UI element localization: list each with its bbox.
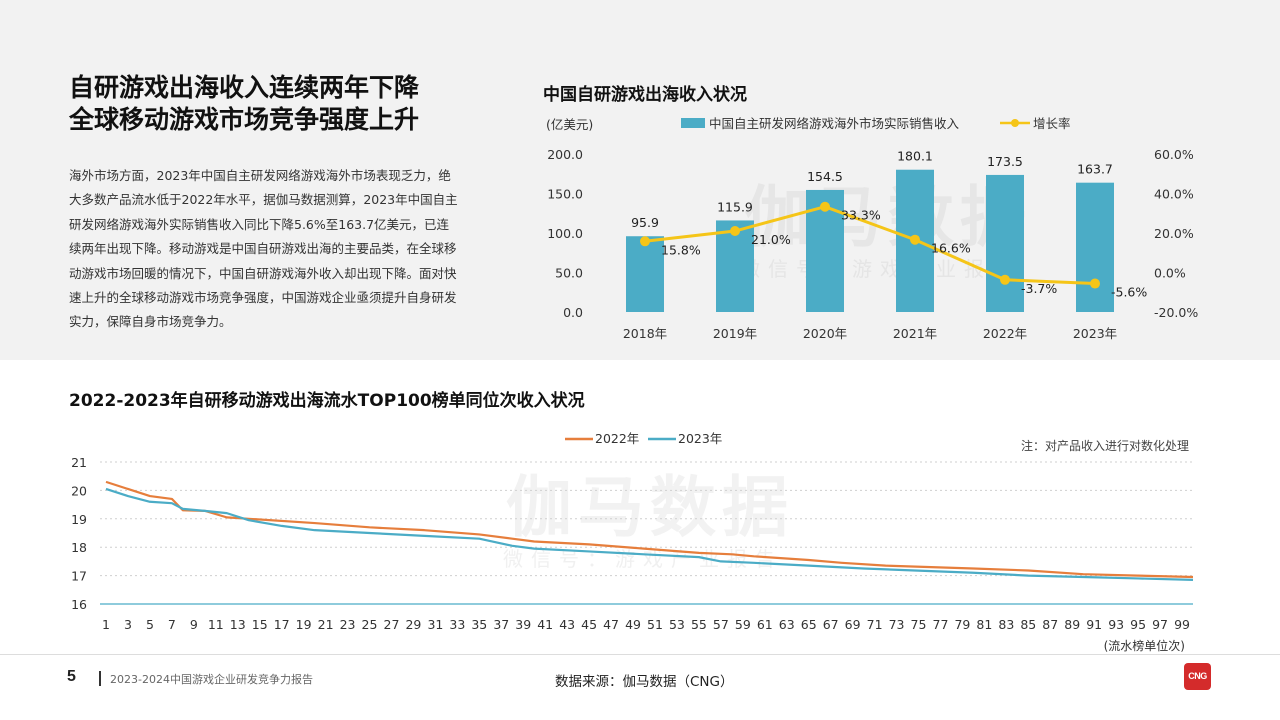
headline-line-1: 自研游戏出海收入连续两年下降 — [69, 73, 420, 102]
x-axis-tick-label: 7 — [168, 617, 176, 632]
x-axis-tick-label: 71 — [867, 617, 883, 632]
y-axis-tick-label: 17 — [71, 569, 87, 584]
x-axis-tick-label: 39 — [515, 617, 531, 632]
x-axis-tick-label: 57 — [713, 617, 729, 632]
y-axis-tick-label: 19 — [71, 512, 87, 527]
x-axis-tick-label: 21 — [318, 617, 334, 632]
revenue-chart-unit: (亿美元) — [546, 117, 594, 132]
x-axis-tick-label: 65 — [801, 617, 817, 632]
y-axis-tick-label: 20 — [71, 483, 87, 498]
x-axis-tick-label: 95 — [1130, 617, 1146, 632]
x-axis-tick-label: 99 — [1174, 617, 1190, 632]
x-axis-tick-label: 43 — [559, 617, 575, 632]
legend-2023-label: 2023年 — [678, 431, 722, 446]
x-axis-tick-label: 51 — [647, 617, 663, 632]
x-axis-tick-label: 1 — [102, 617, 110, 632]
ranking-chart-title: 2022-2023年自研移动游戏出海流水TOP100榜单同位次收入状况 — [69, 391, 585, 411]
watermark-subtext: 微信号：游戏产业报告 — [503, 547, 783, 571]
x-axis-tick-label: 81 — [976, 617, 992, 632]
cng-logo-icon: CNG — [1184, 663, 1211, 690]
data-source: 数据来源：伽马数据（CNG） — [555, 674, 734, 690]
x-axis-tick-label: 79 — [954, 617, 970, 632]
x-axis-tick-label: 69 — [845, 617, 861, 632]
report-title: 2023-2024中国游戏企业研发竞争力报告 — [110, 673, 313, 686]
watermark-text: 伽马数据 — [506, 469, 794, 546]
x-axis-tick-label: 41 — [537, 617, 553, 632]
series-2023-line — [105, 487, 1194, 581]
x-axis-tick-label: 29 — [405, 617, 421, 632]
x-axis-tick-label: 13 — [230, 617, 246, 632]
x-axis-tick-label: 15 — [252, 617, 268, 632]
x-axis-tick-label: 67 — [823, 617, 839, 632]
headline-line-2: 全球移动游戏市场竞争强度上升 — [69, 105, 420, 134]
x-axis-tick-label: 83 — [998, 617, 1014, 632]
x-axis-tick-label: 61 — [757, 617, 773, 632]
x-axis-tick-label: 63 — [779, 617, 795, 632]
x-axis-tick-label: 19 — [296, 617, 312, 632]
series-2022-line — [105, 480, 1194, 579]
y-axis-tick-label: 16 — [71, 597, 87, 612]
x-axis-tick-label: 75 — [911, 617, 927, 632]
headline: 自研游戏出海收入连续两年下降 全球移动游戏市场竞争强度上升 — [69, 72, 489, 136]
footer-separator — [99, 671, 101, 686]
x-axis-tick-label: 3 — [124, 617, 132, 632]
x-axis-tick-label: 77 — [933, 617, 949, 632]
body-paragraph: 海外市场方面，2023年中国自主研发网络游戏海外市场表现乏力，绝大多数产品流水低… — [69, 168, 458, 330]
x-axis-tick-label: 85 — [1020, 617, 1036, 632]
y-axis-tick-label: 21 — [71, 455, 87, 470]
x-axis-tick-label: 17 — [274, 617, 290, 632]
x-axis-tick-label: 89 — [1064, 617, 1080, 632]
x-axis-label: (流水榜单位次) — [1104, 638, 1185, 653]
x-axis-tick-label: 45 — [581, 617, 597, 632]
x-axis-tick-label: 55 — [691, 617, 707, 632]
x-axis-tick-label: 35 — [471, 617, 487, 632]
footer-divider-line — [0, 654, 1280, 655]
x-axis-tick-label: 23 — [340, 617, 356, 632]
revenue-chart-title: 中国自研游戏出海收入状况 — [543, 85, 747, 105]
x-axis-tick-label: 11 — [208, 617, 224, 632]
x-axis-tick-label: 87 — [1042, 617, 1058, 632]
x-axis-tick-label: 53 — [669, 617, 685, 632]
x-axis-tick-label: 5 — [146, 617, 154, 632]
legend-2022-label: 2022年 — [595, 431, 639, 446]
x-axis-tick-label: 91 — [1086, 617, 1102, 632]
x-axis-tick-label: 73 — [889, 617, 905, 632]
x-axis-tick-label: 97 — [1152, 617, 1168, 632]
x-axis-tick-label: 47 — [603, 617, 619, 632]
x-axis-tick-label: 9 — [190, 617, 198, 632]
x-axis-tick-label: 31 — [427, 617, 443, 632]
x-axis-tick-label: 93 — [1108, 617, 1124, 632]
page-number: 5 — [67, 668, 76, 685]
x-axis-tick-label: 27 — [384, 617, 400, 632]
ranking-chart-note: 注：对产品收入进行对数化处理 — [1021, 439, 1190, 453]
x-axis-tick-label: 49 — [625, 617, 641, 632]
x-axis-tick-label: 33 — [449, 617, 465, 632]
x-axis-tick-label: 37 — [493, 617, 509, 632]
y-axis-tick-label: 18 — [71, 540, 87, 555]
x-axis-tick-label: 59 — [735, 617, 751, 632]
x-axis-tick-label: 25 — [362, 617, 378, 632]
